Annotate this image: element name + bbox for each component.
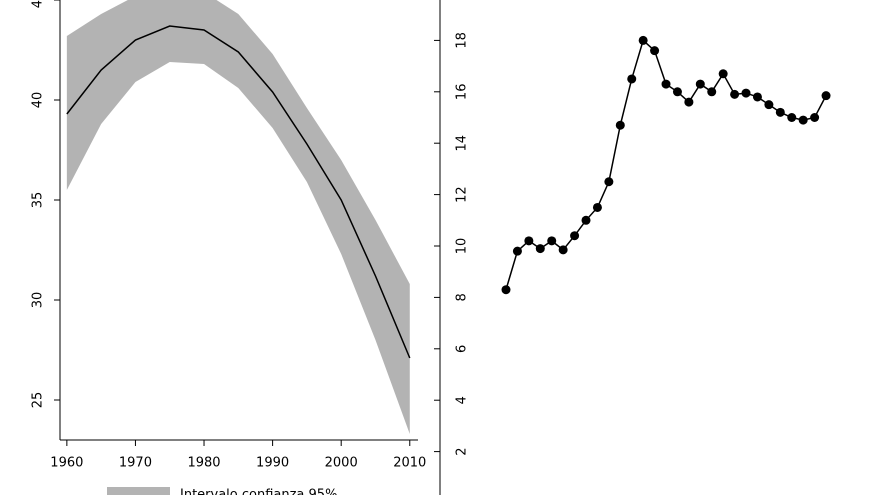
point xyxy=(638,35,648,45)
point xyxy=(524,236,534,246)
x-tick-label: 1980 xyxy=(187,456,220,471)
y-tick-label: 12 xyxy=(455,186,470,203)
point xyxy=(512,246,522,256)
point xyxy=(661,79,671,89)
point xyxy=(775,107,785,117)
point xyxy=(695,79,705,89)
y-tick-label: 35 xyxy=(31,192,46,209)
point xyxy=(810,113,820,122)
point xyxy=(718,69,728,79)
point xyxy=(627,74,637,84)
y-tick-label: 6 xyxy=(455,345,470,353)
y-tick-label: 40 xyxy=(31,92,46,109)
x-tick-label: 2010 xyxy=(393,456,426,471)
point xyxy=(650,46,660,56)
point xyxy=(821,91,831,101)
point xyxy=(798,115,808,125)
point xyxy=(741,88,751,98)
point xyxy=(615,120,625,130)
x-tick-label: 1960 xyxy=(50,456,83,471)
fit-line xyxy=(66,25,411,359)
point xyxy=(752,92,762,102)
point xyxy=(787,113,797,122)
point xyxy=(570,231,580,241)
y-tick-label: 30 xyxy=(31,292,46,309)
point xyxy=(592,202,602,212)
y-tick-label: 16 xyxy=(455,84,470,101)
confidence-band xyxy=(66,0,410,434)
x-tick-label: 1990 xyxy=(256,456,289,471)
series-line xyxy=(505,39,827,290)
y-tick-label: 25 xyxy=(31,392,46,409)
legend-label: Intervalo confianza 95% xyxy=(180,488,337,495)
point xyxy=(558,245,568,255)
y-tick-label: 14 xyxy=(455,135,470,152)
point xyxy=(604,177,614,187)
y-tick-label: 18 xyxy=(455,32,470,49)
y-tick-label: 10 xyxy=(455,238,470,255)
x-tick-label: 2000 xyxy=(325,456,358,471)
point xyxy=(730,89,740,99)
point xyxy=(684,97,694,107)
y-tick-label: 4 xyxy=(455,396,470,404)
point xyxy=(707,87,717,97)
point xyxy=(581,215,591,225)
point xyxy=(672,87,682,97)
point xyxy=(535,244,545,254)
point xyxy=(764,100,774,110)
point xyxy=(501,285,511,295)
point xyxy=(547,236,557,246)
x-tick-label: 1970 xyxy=(119,456,152,471)
y-tick-label: 2 xyxy=(455,447,470,455)
y-tick-label: 45 xyxy=(31,0,46,8)
y-tick-label: 8 xyxy=(455,293,470,301)
legend-swatch xyxy=(107,487,170,495)
